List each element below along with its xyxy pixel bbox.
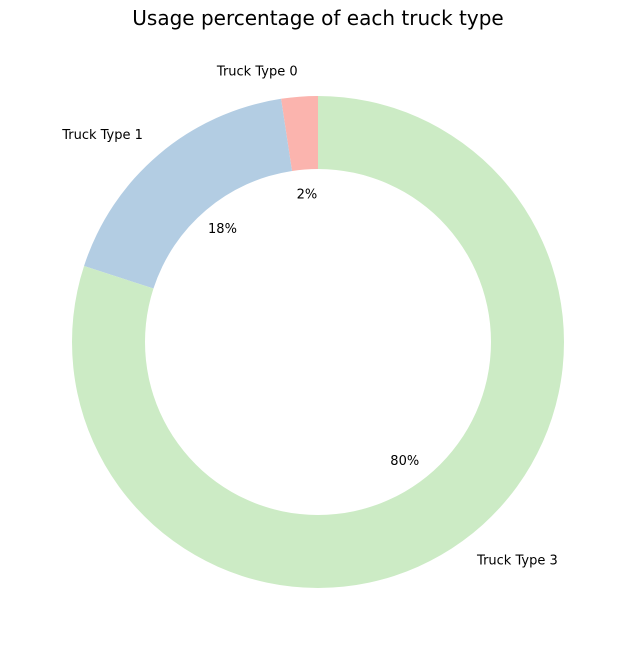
slice-label-1: Truck Type 1: [61, 128, 143, 143]
percent-label-1: 18%: [208, 222, 237, 237]
donut-slice-0: [281, 96, 318, 171]
percent-label-0: 2%: [297, 187, 318, 202]
percent-label-2: 80%: [390, 454, 419, 469]
slice-label-0: Truck Type 0: [216, 65, 298, 80]
slice-label-2: Truck Type 3: [476, 553, 558, 568]
chart-title: Usage percentage of each truck type: [132, 6, 504, 30]
donut-slice-2: [72, 96, 564, 589]
donut-slice-1: [84, 98, 293, 289]
